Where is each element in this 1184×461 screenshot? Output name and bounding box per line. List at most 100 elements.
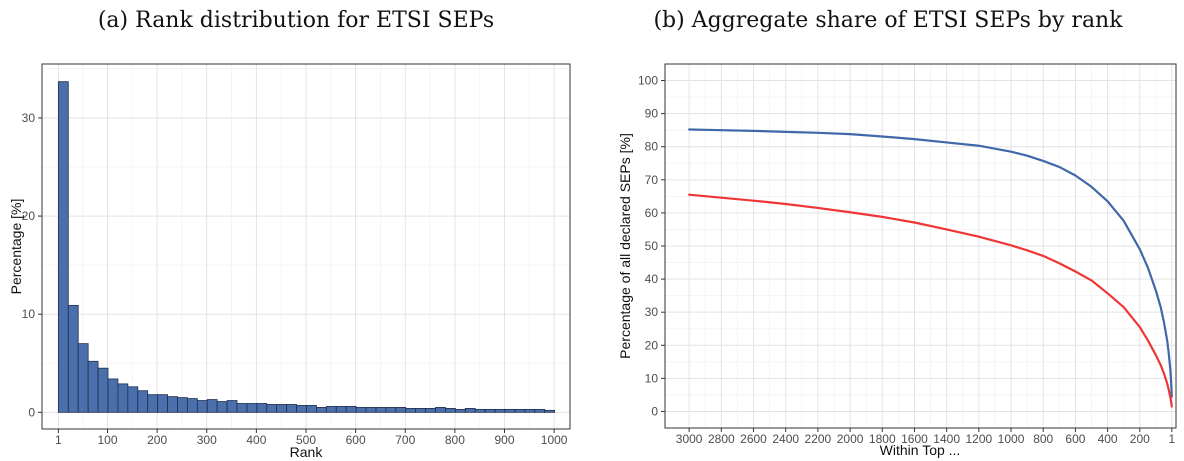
- chart-a-x-tick-label: 300: [197, 433, 217, 447]
- chart-a-bar: [97, 367, 109, 413]
- chart-b-y-tick-label: 30: [645, 305, 659, 319]
- chart-a-bar: [316, 407, 327, 413]
- chart-a-x-tick-label: 900: [494, 433, 514, 447]
- chart-b-series-line-red: [688, 193, 1173, 408]
- chart-a-x-tick-label: 1: [55, 433, 62, 447]
- chart-a-bar: [67, 304, 79, 413]
- chart-a-bar: [226, 400, 238, 413]
- chart-a-ticks: 1 100 200 300 400 500 600 700 800 900 1000 0 10 20 30: [22, 111, 568, 447]
- chart-a-y-tick-label: 10: [22, 307, 36, 321]
- chart-b-x-tick-label: 2800: [708, 432, 735, 446]
- chart-a-bar: [147, 394, 159, 413]
- chart-a-x-tick-label: 1000: [541, 433, 568, 447]
- chart-a-bar: [127, 386, 139, 413]
- chart-b-lines: [688, 128, 1173, 408]
- chart-b-y-tick-label: 70: [645, 173, 659, 187]
- chart-b-y-tick-label: 60: [645, 206, 659, 220]
- chart-a-bar: [534, 408, 546, 413]
- chart-b-y-tick-label: 10: [645, 371, 659, 385]
- chart-b-grid: [665, 64, 1176, 428]
- chart-b-y-tick-label: 50: [645, 239, 659, 253]
- chart-b-x-tick-label: 3000: [676, 432, 703, 446]
- chart-a-bar: [157, 394, 168, 413]
- chart-a-bar: [544, 409, 556, 413]
- chart-b: 3000 2800 2600 2400 2200 2000 1800 1600 1400 1200…: [617, 63, 1177, 458]
- chart-b-x-tick-label: 200: [1130, 432, 1150, 446]
- chart-a-bar: [186, 398, 198, 413]
- chart-a-bar: [335, 406, 347, 413]
- chart-a-x-tick-label: 800: [445, 433, 465, 447]
- chart-a-bar: [514, 408, 526, 413]
- chart-a-bar: [425, 407, 436, 413]
- chart-b-x-tick-label: 2000: [837, 432, 864, 446]
- chart-a-bar: [107, 378, 119, 413]
- chart-a-x-tick-label: 200: [147, 433, 167, 447]
- chart-a-x-axis-title: Rank: [290, 444, 324, 460]
- chart-a-bar: [276, 404, 288, 413]
- chart-a-bar: [325, 406, 337, 413]
- chart-a-bar: [306, 405, 317, 413]
- chart-a-bar: [167, 396, 178, 413]
- chart-a-bar: [286, 404, 297, 413]
- chart-a-bar: [266, 404, 278, 413]
- chart-a-bar: [435, 407, 446, 413]
- chart-b-y-tick-label: 100: [638, 74, 658, 88]
- chart-a-title: (a) Rank distribution for ETSI SEPs: [97, 8, 495, 33]
- chart-a-bar: [355, 407, 367, 413]
- chart-b-y-tick-label: 40: [645, 272, 659, 286]
- chart-a-x-tick-label: 600: [346, 433, 366, 447]
- chart-a-bar: [256, 403, 268, 413]
- chart-b-x-tick-label: 1200: [965, 432, 992, 446]
- chart-b-x-tick-label: 2600: [740, 432, 767, 446]
- chart-a-bar: [365, 407, 377, 413]
- chart-b-x-tick-label: 600: [1065, 432, 1085, 446]
- chart-a-bar: [77, 343, 89, 413]
- chart-b-x-tick-label: 1600: [901, 432, 928, 446]
- chart-b-y-tick-label: 0: [651, 404, 658, 418]
- chart-a-bar: [137, 390, 149, 413]
- chart-b-x-tick-label: 1400: [933, 432, 960, 446]
- chart-a-x-tick-label: 500: [296, 433, 316, 447]
- chart-a-bar: [395, 407, 407, 413]
- chart-a-bar: [296, 405, 307, 413]
- chart-b-y-tick-label: 20: [645, 338, 659, 352]
- chart-b-x-tick-label: 1: [1168, 432, 1175, 446]
- chart-b-x-tick-label: 2200: [805, 432, 832, 446]
- chart-a-y-tick-label: 0: [28, 405, 35, 419]
- chart-b-x-tick-label: 800: [1033, 432, 1053, 446]
- chart-a-y-tick-label: 30: [22, 111, 36, 125]
- chart-a-y-tick-label: 20: [22, 209, 36, 223]
- chart-b-x-tick-label: 400: [1098, 432, 1118, 446]
- chart-a-x-tick-label: 400: [246, 433, 266, 447]
- chart-a-x-tick-label: 700: [395, 433, 415, 447]
- chart-b-x-tick-label: 1000: [998, 432, 1025, 446]
- chart-a-bar: [216, 401, 228, 413]
- chart-a-bar: [345, 406, 357, 413]
- chart-a-y-axis-title: Percentage [%]: [8, 199, 24, 295]
- chart-a-bar: [474, 408, 486, 413]
- chart-a-bar: [206, 399, 218, 413]
- chart-a-bar: [117, 383, 129, 413]
- chart-a-bar: [454, 408, 466, 413]
- chart-a-x-tick-label: 100: [97, 433, 117, 447]
- chart-b-y-axis-title: Percentage of all declared SEPs [%]: [617, 133, 633, 359]
- chart-a-bar: [405, 407, 417, 413]
- chart-a-bar: [415, 407, 426, 413]
- chart-a-bar: [504, 408, 516, 413]
- chart-b-ticks: 3000 2800 2600 2400 2200 2000 1800 1600 1400 1200…: [638, 74, 1176, 446]
- chart-b-x-tick-label: 2400: [772, 432, 799, 446]
- chart-a-bar: [177, 397, 188, 413]
- chart-a-bar: [196, 400, 208, 413]
- chart-a-bar: [375, 407, 387, 413]
- chart-a-bar: [484, 408, 496, 413]
- chart-b-title: (b) Aggregate share of ETSI SEPs by rank: [653, 8, 1123, 33]
- chart-a-bar: [464, 407, 476, 413]
- chart-a: 1 100 200 300 400 500 600 700 800 900 10000102030 …: [8, 63, 571, 460]
- chart-b-x-tick-label: 1800: [869, 432, 896, 446]
- chart-b-series-line-blue: [688, 128, 1173, 398]
- chart-a-bar: [57, 81, 69, 413]
- chart-a-grid: [42, 64, 570, 429]
- chart-a-bar: [385, 407, 397, 413]
- chart-b-x-axis-title: Within Top ...: [880, 442, 961, 458]
